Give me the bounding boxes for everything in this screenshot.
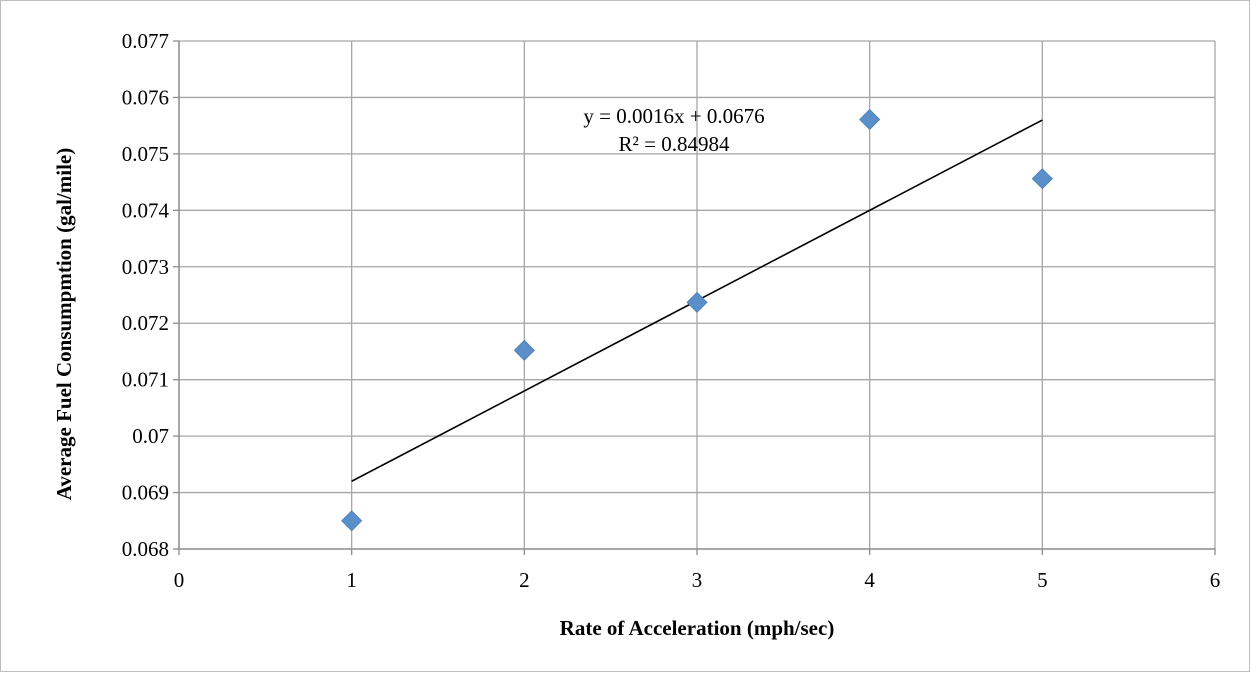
y-axis-title: Average Fuel Consumpmtion (gal/mile): [52, 148, 76, 501]
tick-labels: 0.068 0.069 0.07 0.071 0.072 0.073 0.074 0.075 0…: [122, 29, 1221, 592]
gridlines: [179, 40, 1216, 549]
y-tick-label: 0.069: [122, 481, 169, 505]
data-point: [341, 510, 363, 532]
y-tick-label: 0.077: [122, 29, 169, 53]
y-tick-label: 0.068: [122, 537, 169, 561]
y-tick-label: 0.073: [122, 255, 169, 279]
y-tick-label: 0.071: [122, 368, 169, 392]
x-tick-label: 3: [692, 568, 703, 592]
data-point: [859, 108, 881, 131]
y-tick-label: 0.072: [122, 311, 169, 335]
data-points: [341, 108, 1053, 532]
x-tick-label: 1: [346, 568, 357, 592]
y-tick-label: 0.07: [132, 424, 169, 448]
trendline-equation: y = 0.0016x + 0.0676: [583, 104, 764, 128]
y-tick-label: 0.076: [122, 85, 169, 109]
data-point: [1031, 168, 1053, 190]
x-tick-label: 0: [174, 568, 185, 592]
axes: [173, 40, 1216, 555]
y-tick-label: 0.075: [122, 142, 169, 166]
x-tick-label: 2: [519, 568, 530, 592]
trendline-r-squared: R² = 0.84984: [619, 132, 730, 156]
x-tick-label: 4: [864, 568, 875, 592]
y-tick-label: 0.074: [122, 198, 170, 222]
x-tick-label: 6: [1210, 568, 1221, 592]
data-point: [686, 291, 708, 313]
x-axis-title: Rate of Acceleration (mph/sec): [560, 616, 835, 640]
x-tick-label: 5: [1037, 568, 1048, 592]
data-point: [513, 339, 535, 361]
